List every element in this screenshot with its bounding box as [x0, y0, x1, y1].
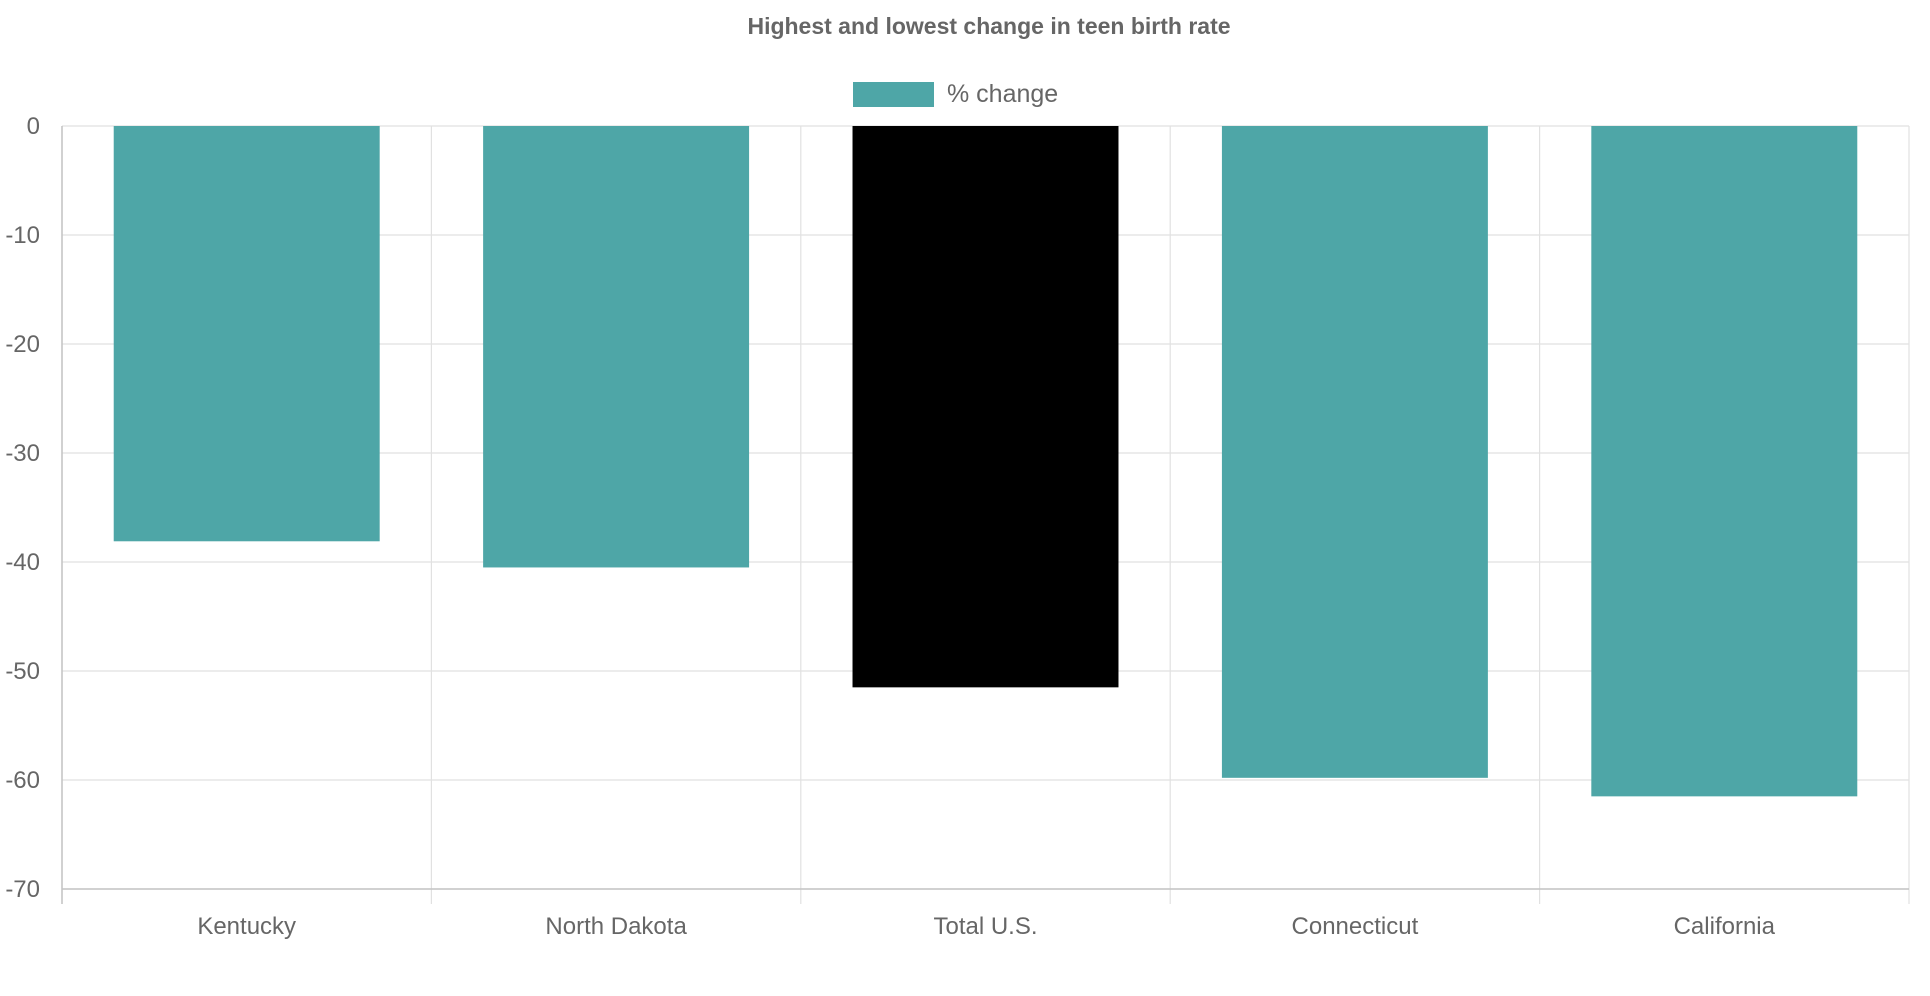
y-tick-label: 0 [27, 113, 40, 140]
x-tick-label: Total U.S. [933, 913, 1037, 940]
bar-connecticut[interactable] [1221, 126, 1488, 778]
bar-california[interactable] [1591, 126, 1858, 797]
x-tick-label: North Dakota [545, 913, 687, 940]
chart-title: Highest and lowest change in teen birth … [747, 13, 1230, 39]
x-tick-label: Kentucky [197, 913, 296, 940]
bars [113, 126, 1858, 797]
axes [61, 126, 1909, 904]
y-tick-label: -20 [5, 331, 40, 358]
legend[interactable]: % change [853, 80, 1058, 108]
y-tick-label: -70 [5, 876, 40, 903]
x-axis-ticks: Kentucky North Dakota Total U.S. Connecticu… [197, 913, 1775, 940]
x-tick-label: California [1674, 913, 1776, 940]
legend-label: % change [947, 80, 1058, 108]
bar-kentucky[interactable] [113, 126, 380, 542]
y-tick-label: -50 [5, 658, 40, 685]
y-tick-label: -30 [5, 440, 40, 467]
y-tick-label: -40 [5, 549, 40, 576]
y-tick-label: -10 [5, 222, 40, 249]
y-tick-label: -60 [5, 767, 40, 794]
legend-swatch [853, 82, 934, 107]
bar-total-u-s[interactable] [852, 126, 1119, 688]
bar-north-dakota[interactable] [483, 126, 750, 568]
x-tick-label: Connecticut [1292, 913, 1419, 940]
y-axis-ticks: 0 -10 -20 -30 -40 -50 -60 -70 [5, 113, 40, 903]
